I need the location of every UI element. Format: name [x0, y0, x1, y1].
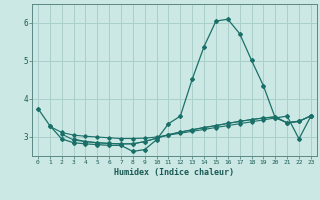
X-axis label: Humidex (Indice chaleur): Humidex (Indice chaleur) [115, 168, 234, 177]
